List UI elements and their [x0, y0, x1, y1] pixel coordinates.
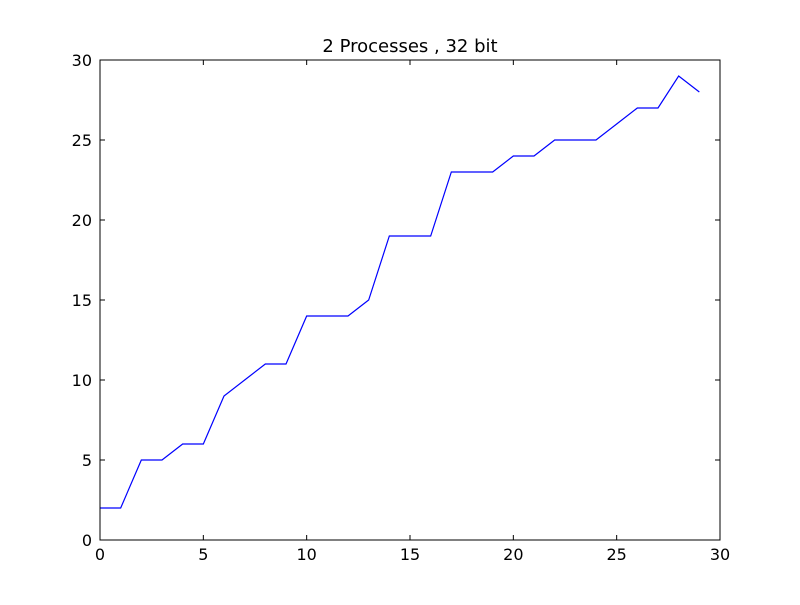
y-tick-label: 30 — [72, 51, 92, 70]
plot-area: 0 5 10 15 20 25 30 0 5 10 15 20 25 30 — [72, 51, 731, 564]
y-tick-label: 10 — [72, 371, 92, 390]
y-tick-label: 15 — [72, 291, 92, 310]
plot-frame — [99, 59, 721, 541]
y-tick-label: 0 — [82, 531, 92, 550]
y-tick-label: 25 — [72, 131, 92, 150]
x-tick-label: 5 — [198, 545, 208, 564]
x-tick-label: 25 — [606, 545, 626, 564]
y-tick-label: 20 — [72, 211, 92, 230]
series-line-0 — [100, 75, 700, 509]
x-tick-label: 0 — [95, 545, 105, 564]
y-tick-label: 5 — [82, 451, 92, 470]
x-tick-label: 20 — [503, 545, 523, 564]
chart-title: 2 Processes , 32 bit — [322, 36, 497, 57]
x-tick-label: 30 — [710, 545, 730, 564]
x-tick-label: 10 — [296, 545, 316, 564]
x-tick-label: 15 — [400, 545, 420, 564]
